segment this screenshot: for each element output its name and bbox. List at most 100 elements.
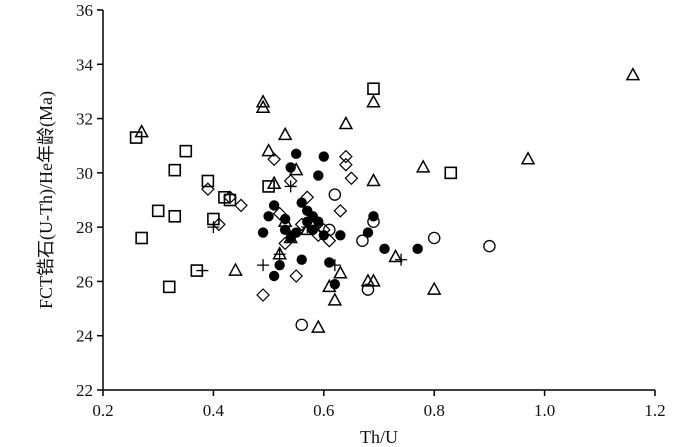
data-point-open-triangle [366, 273, 381, 287]
data-point-open-square [168, 209, 182, 223]
data-point-filled-circle [329, 278, 341, 290]
x-tick-label: 0.6 [313, 401, 334, 420]
data-point-filled-circle [274, 259, 285, 271]
data-point-open-circle [361, 283, 375, 296]
data-point-filled-circle [324, 257, 335, 268]
data-point-filled-circle [362, 227, 374, 238]
x-tick-label: 0.2 [92, 401, 113, 420]
y-tick-label: 24 [76, 327, 94, 346]
data-point-open-triangle [134, 124, 149, 138]
data-point-open-triangle [311, 319, 326, 333]
data-point-plus [196, 264, 209, 277]
data-point-open-square [151, 204, 165, 218]
data-point-open-triangle [266, 175, 282, 189]
y-tick-label: 34 [76, 55, 94, 74]
data-point-filled-circle [263, 211, 274, 222]
data-point-filled-circle [412, 243, 423, 255]
data-point-open-diamond [212, 217, 226, 232]
data-point-open-triangle [327, 292, 343, 306]
data-point-open-square [223, 193, 237, 207]
data-point-open-triangle [261, 143, 276, 157]
data-point-open-square [168, 163, 182, 177]
data-point-filled-circle [279, 224, 291, 236]
data-point-filled-circle [268, 270, 280, 282]
data-point-open-square [367, 82, 380, 96]
data-point-open-triangle [625, 67, 641, 81]
data-point-filled-circle [318, 151, 329, 162]
data-point-open-diamond [267, 152, 281, 167]
data-point-open-diamond [201, 182, 215, 196]
y-tick-label: 22 [76, 381, 93, 400]
data-point-plus [328, 259, 341, 272]
x-tick-label: 0.4 [203, 401, 225, 420]
data-point-open-triangle [277, 126, 293, 141]
data-point-open-diamond [223, 190, 237, 205]
data-point-filled-circle [285, 162, 296, 173]
x-axis-title: Th/U [360, 427, 398, 447]
data-point-plus [395, 253, 408, 266]
data-point-plus [284, 180, 297, 193]
data-point-open-diamond [272, 206, 287, 221]
x-axis-ticks: 0.2 0.4 0.6 0.8 1.0 1.2 [92, 390, 666, 420]
y-tick-label: 36 [76, 1, 93, 20]
data-point-open-square [179, 144, 193, 158]
y-axis-title: FCT锆石(U-Th)/He年龄(Ma) [36, 91, 57, 309]
data-point-filled-circle [291, 148, 302, 160]
data-point-open-triangle [366, 94, 381, 108]
data-point-filled-circle [268, 200, 280, 211]
data-point-open-diamond [300, 190, 315, 205]
data-point-open-diamond [289, 269, 304, 283]
data-point-open-diamond [339, 149, 353, 164]
x-tick-label: 1.2 [644, 401, 665, 420]
data-point-plus [273, 248, 286, 261]
data-point-filled-circle [291, 227, 302, 238]
y-tick-label: 26 [76, 272, 93, 291]
plot-area: 0.2 0.4 0.6 0.8 1.0 1.2 22 24 26 28 30 32 34 36 [76, 1, 666, 420]
data-point-open-diamond [339, 157, 353, 172]
data-point-open-square [444, 166, 458, 180]
data-point-filled-circle [279, 213, 291, 225]
data-point-filled-circle [313, 216, 324, 227]
data-point-filled-circle [257, 227, 269, 238]
data-point-filled-circle [313, 170, 324, 181]
data-point-open-triangle [333, 265, 348, 279]
data-point-open-square [162, 280, 176, 294]
y-tick-label: 28 [76, 218, 93, 237]
data-point-open-circle [483, 239, 496, 253]
data-point-open-circle [356, 234, 369, 247]
data-point-filled-circle [335, 230, 346, 241]
data-point-filled-circle [379, 243, 390, 255]
data-point-open-circle [367, 215, 380, 228]
data-point-open-circle [427, 231, 441, 245]
data-point-open-square [262, 180, 275, 193]
data-point-open-circle [323, 223, 336, 237]
y-tick-label: 32 [76, 110, 93, 129]
data-point-open-triangle [426, 281, 442, 295]
data-point-open-diamond [234, 198, 248, 213]
data-point-open-square [129, 131, 143, 144]
data-point-filled-circle [296, 197, 307, 208]
data-point-open-square [135, 231, 148, 245]
data-point-open-triangle [366, 172, 381, 187]
data-point-open-triangle [388, 248, 403, 263]
data-point-open-circle [295, 318, 308, 332]
data-point-open-triangle [255, 99, 271, 113]
x-tick-label: 1.0 [534, 401, 555, 420]
data-point-plus [207, 221, 220, 234]
y-tick-label: 30 [76, 164, 93, 183]
y-axis-ticks: 22 24 26 28 30 32 34 36 [76, 1, 103, 400]
data-point-plus [301, 221, 314, 234]
data-markers [129, 67, 641, 333]
data-point-filled-circle [296, 254, 307, 265]
data-point-open-triangle [338, 115, 354, 130]
data-point-filled-circle [318, 230, 329, 241]
data-point-open-square [201, 174, 215, 188]
data-point-open-triangle [415, 159, 431, 173]
x-tick-label: 0.8 [424, 401, 445, 420]
data-point-open-diamond [256, 288, 270, 302]
data-point-plus [257, 259, 270, 272]
data-point-open-diamond [333, 204, 348, 218]
data-point-open-circle [328, 188, 342, 201]
data-point-open-triangle [520, 151, 536, 165]
